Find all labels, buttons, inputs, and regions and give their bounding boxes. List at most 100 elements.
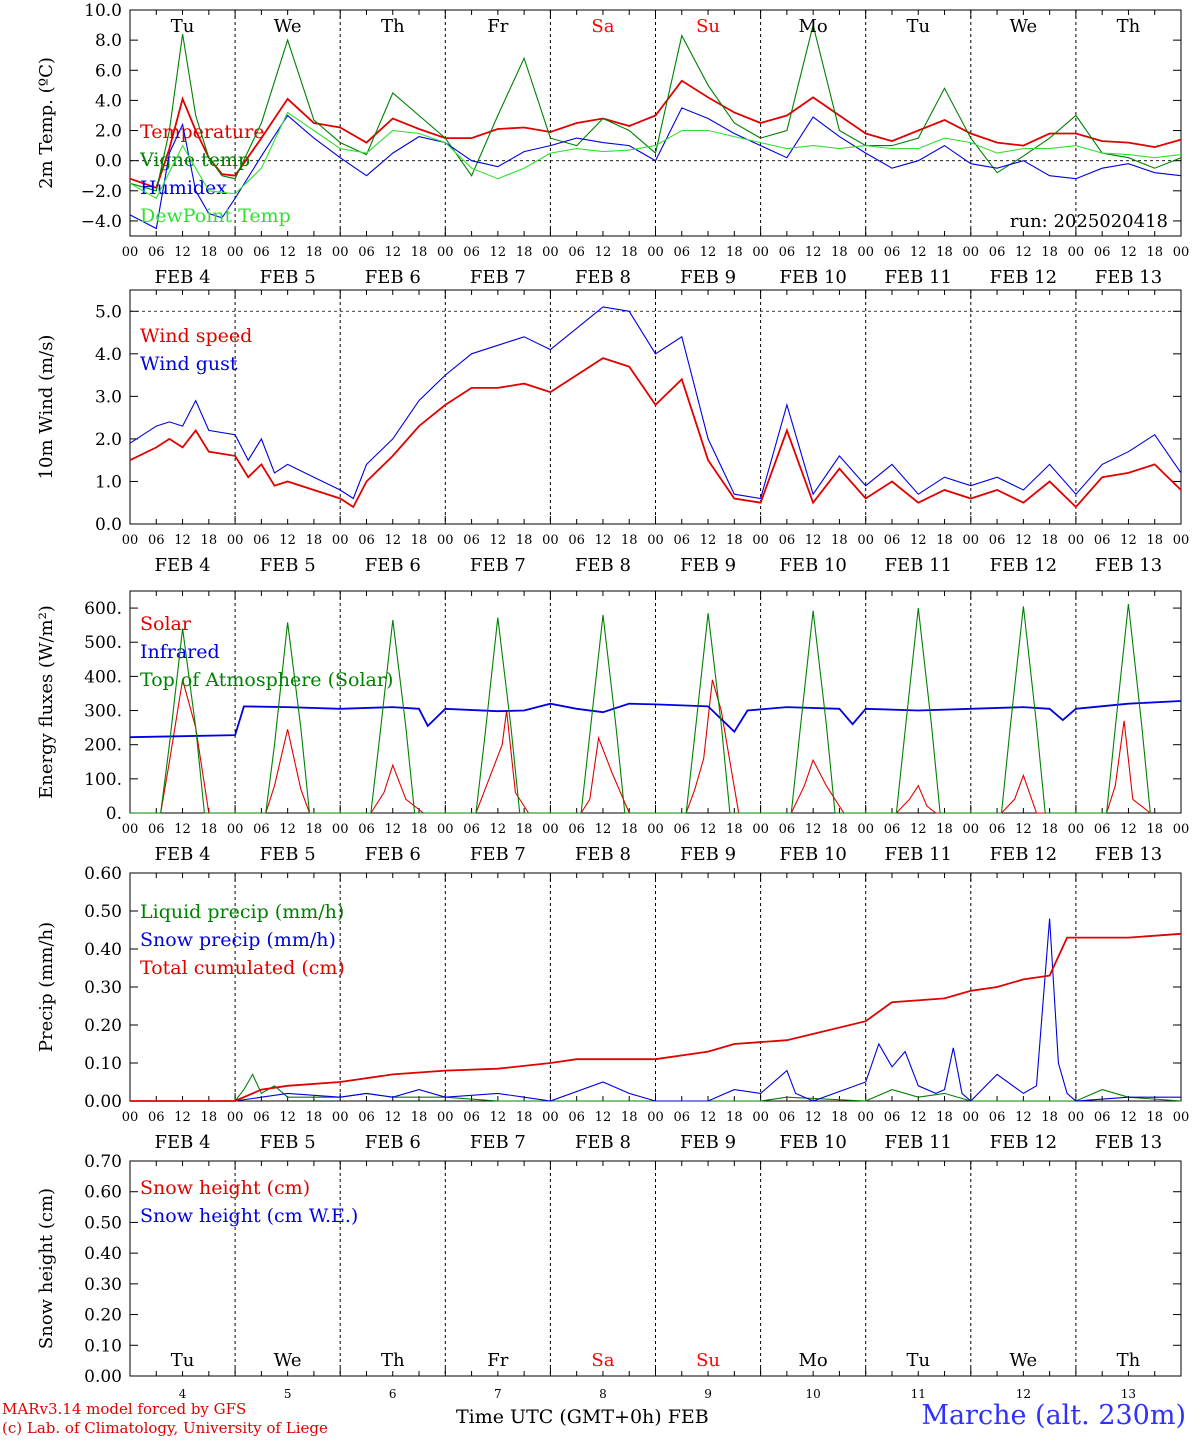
hour-label: 18 [306,822,323,837]
hour-label: 06 [989,1110,1006,1125]
hour-label: 00 [752,245,769,260]
date-label: FEB 4 [155,844,211,865]
credit-lab: (c) Lab. of Climatology, University of L… [2,1419,328,1437]
hour-label: 06 [463,822,480,837]
hour-label: 06 [779,822,796,837]
hour-label: 12 [174,1110,191,1125]
hour-label: 00 [227,822,244,837]
legend-entry: Snow precip (mm/h) [140,929,336,951]
date-label: FEB 11 [885,1132,952,1153]
hour-label: 12 [595,245,612,260]
hour-label: 18 [306,245,323,260]
hour-label: 06 [253,245,270,260]
y-tick-label: 500. [84,633,122,653]
y-tick-label: 0.50 [84,1213,122,1233]
hour-label: 18 [621,1110,638,1125]
hour-label: 12 [595,533,612,548]
hour-label: 06 [989,533,1006,548]
hour-label: 06 [1094,1110,1111,1125]
date-label: FEB 9 [680,555,736,576]
hour-label: 12 [1120,245,1137,260]
hour-label: 12 [174,533,191,548]
date-label: FEB 11 [885,844,952,865]
date-label: FEB 13 [1095,267,1162,288]
series-line-4 [129,111,1182,200]
x-axis-title: Time UTC (GMT+0h) FEB [456,1406,709,1428]
date-label: FEB 11 [885,555,952,576]
weekday-label: Mo [799,1350,828,1371]
weekday-label: Tu [171,1350,195,1371]
hour-label: 06 [1094,533,1111,548]
hour-label: 12 [805,822,822,837]
hour-label: 12 [910,822,927,837]
y-tick-label: 0.00 [84,1092,122,1112]
hour-label: 06 [989,245,1006,260]
hour-label: 00 [227,245,244,260]
hour-label: 00 [857,822,874,837]
hour-label: 06 [358,1110,375,1125]
hour-label: 00 [1173,245,1190,260]
weekday-label: Fr [487,1350,508,1371]
hour-label: 00 [857,1110,874,1125]
y-tick-label: 0.0 [95,515,122,535]
hour-label: 00 [332,822,349,837]
weekday-label: We [1010,16,1038,37]
hour-label: 00 [437,1110,454,1125]
y-tick-label: 5.0 [95,302,122,322]
hour-label: 12 [490,1110,507,1125]
y-tick-label: 1.0 [95,472,122,492]
hour-label: 06 [884,1110,901,1125]
y-tick-label: −2.0 [81,182,122,202]
date-label: FEB 13 [1095,844,1162,865]
date-label: FEB 6 [365,1132,421,1153]
y-axis-label: 10m Wind (m/s) [36,335,57,480]
date-label: FEB 5 [260,1132,316,1153]
weekday-label: Sa [591,1350,614,1371]
legend-entry: Vigne temp [139,149,250,171]
date-label: FEB 7 [470,267,526,288]
hour-label: 18 [936,533,953,548]
hour-label: 12 [595,1110,612,1125]
panel-2: 0.0 1.0 2.0 3.0 4.0 5.0 10m Wind (m/s) Wind spe… [36,289,1189,576]
hour-label: 00 [752,1110,769,1125]
series-line-1 [130,679,1151,814]
hour-label: 06 [148,1110,165,1125]
hour-label: 00 [332,1110,349,1125]
hour-label: 12 [700,822,717,837]
y-tick-label: 0.40 [84,940,122,960]
day-number-label: 9 [704,1387,712,1401]
hour-label: 18 [831,245,848,260]
hour-label: 18 [516,1110,533,1125]
hour-label: 06 [674,533,691,548]
legend-entry: Total cumulated (cm) [140,957,345,979]
legend-entry: Temperature [140,121,264,143]
hour-label: 18 [831,822,848,837]
date-label: FEB 6 [365,267,421,288]
hour-label: 00 [437,245,454,260]
y-axis-label: 2m Temp. (ºC) [36,57,57,189]
hour-label: 06 [884,245,901,260]
hour-label: 00 [437,533,454,548]
hour-label: 12 [279,1110,296,1125]
series-line-2 [129,306,1182,500]
hour-label: 18 [411,822,428,837]
y-tick-label: −4.0 [81,212,122,232]
hour-label: 06 [989,822,1006,837]
hour-label: 18 [1146,822,1163,837]
weekday-label: Th [1117,16,1141,37]
hour-label: 00 [647,1110,664,1125]
hour-label: 12 [384,822,401,837]
day-number-label: 8 [599,1387,607,1401]
hour-label: 00 [752,533,769,548]
date-label: FEB 8 [575,844,631,865]
hour-label: 00 [332,533,349,548]
date-label: FEB 9 [680,1132,736,1153]
hour-label: 18 [621,245,638,260]
hour-label: 00 [1068,533,1085,548]
y-axis-label: Snow height (cm) [36,1188,57,1349]
y-tick-label: 4.0 [95,345,122,365]
hour-label: 06 [463,533,480,548]
hour-label: 12 [1120,533,1137,548]
date-label: FEB 8 [575,267,631,288]
hour-label: 12 [1015,822,1032,837]
